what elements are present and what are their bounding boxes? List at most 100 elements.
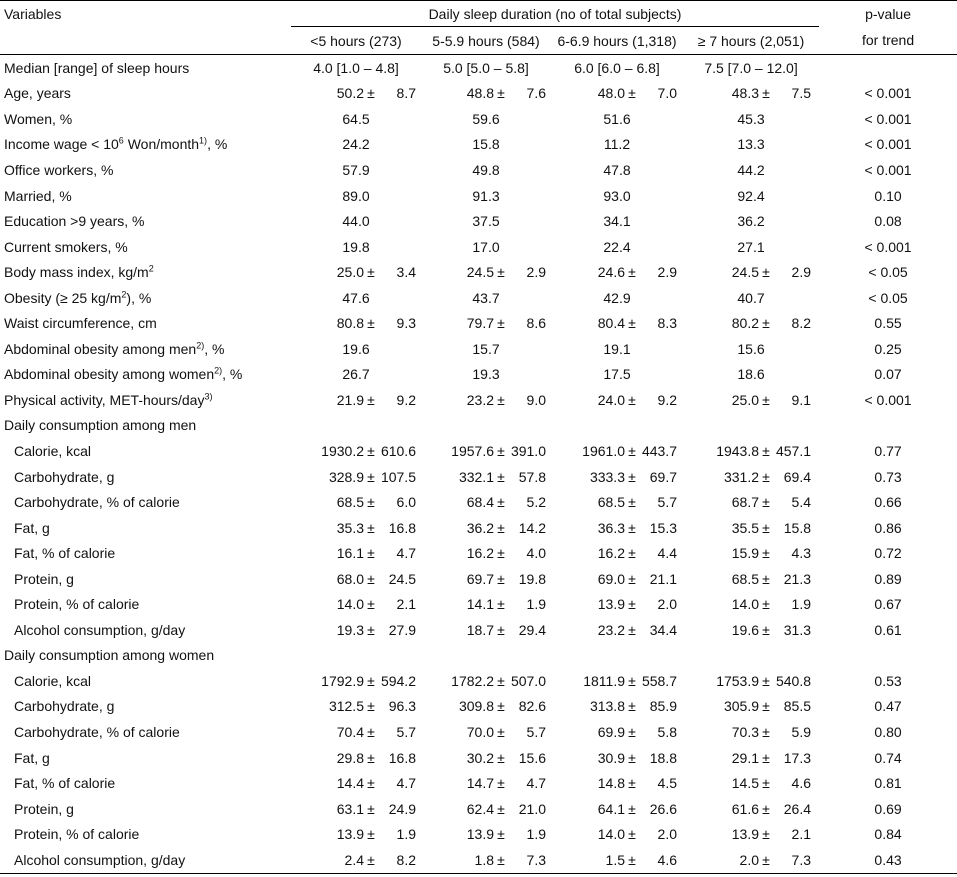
header-group-title: Daily sleep duration (no of total subjec… — [291, 0, 820, 27]
mean-value: 15.9 — [731, 545, 760, 562]
value-cell: 64.1 ±26.6 — [551, 796, 683, 822]
table-row: Alcohol consumption, g/day 2.4 ±8.2 1.8 ±7.3… — [0, 846, 957, 874]
pvalue-cell: < 0.001 — [819, 387, 957, 413]
value-cell: 36.3 ±15.3 — [551, 515, 683, 541]
pvalue-text: 0.89 — [874, 570, 902, 587]
cell-value: 34.1 — [603, 213, 631, 230]
value-cell: 62.4 ±21.0 — [421, 796, 551, 822]
value-cell: 15.7 — [421, 336, 551, 362]
value-cell: 69.0 ±21.1 — [551, 566, 683, 592]
value-cell: 1.8 ±7.3 — [421, 846, 551, 874]
pvalue-cell: 0.25 — [819, 336, 957, 362]
cell-value: 40.7 — [737, 289, 765, 306]
value-cell: 305.9 ±85.5 — [683, 694, 819, 720]
plus-minus: ± — [497, 570, 505, 587]
plus-minus: ± — [628, 519, 636, 536]
sd-value: 8.2 — [791, 315, 812, 332]
row-label: Fat, g — [0, 745, 291, 771]
value-cell: 16.2 ±4.4 — [551, 540, 683, 566]
row-label-text: Calorie, kcal — [14, 442, 92, 459]
mean-value: 1782.2 — [451, 672, 494, 689]
value-cell: 25.0 ±9.1 — [683, 387, 819, 413]
pvalue-text: 0.86 — [874, 519, 902, 536]
plus-minus: ± — [628, 621, 636, 638]
row-label-text: Protein, g — [14, 570, 74, 587]
row-label: Abdominal obesity among women2), % — [0, 362, 291, 388]
value-cell: 1811.9 ±558.7 — [551, 668, 683, 694]
plus-minus: ± — [628, 442, 636, 459]
mean-value: 14.4 — [336, 775, 364, 792]
value-cell: 15.6 — [683, 336, 819, 362]
plus-minus: ± — [762, 596, 770, 613]
pvalue-text: < 0.001 — [864, 238, 912, 255]
pvalue-cell: 0.89 — [819, 566, 957, 592]
sd-value: 2.1 — [791, 826, 812, 843]
row-label-mid: , % — [222, 366, 243, 383]
pvalue-text: 0.77 — [874, 442, 902, 459]
sd-value: 17.3 — [783, 749, 812, 766]
plus-minus: ± — [628, 596, 636, 613]
sd-value: 457.1 — [775, 442, 812, 459]
empty-cell — [819, 643, 957, 669]
sd-value: 8.7 — [396, 85, 416, 102]
value-cell: 63.1 ±24.9 — [291, 796, 421, 822]
sd-value: 9.0 — [526, 391, 546, 408]
value-cell: 24.5 ±2.9 — [421, 259, 551, 285]
row-label: Calorie, kcal — [0, 438, 291, 464]
pvalue-text: < 0.05 — [868, 264, 908, 281]
plus-minus: ± — [628, 391, 636, 408]
value-cell: 16.2 ±4.0 — [421, 540, 551, 566]
pvalue-cell: 0.67 — [819, 591, 957, 617]
value-cell: 14.1 ±1.9 — [421, 591, 551, 617]
plus-minus: ± — [367, 698, 375, 715]
plus-minus: ± — [497, 315, 505, 332]
plus-minus: ± — [762, 519, 770, 536]
row-label-sup2: 1) — [199, 135, 208, 146]
row-label-text: Married, % — [4, 187, 72, 204]
table-row: Physical activity, MET-hours/day3) 21.9 ±9… — [0, 387, 957, 413]
mean-value: 1.8 — [474, 851, 494, 868]
value-cell: 23.2 ±9.0 — [421, 387, 551, 413]
plus-minus: ± — [367, 749, 375, 766]
sd-value: 2.0 — [657, 596, 677, 613]
plus-minus: ± — [497, 775, 505, 792]
plus-minus: ± — [628, 672, 636, 689]
mean-value: 80.4 — [597, 315, 625, 332]
sd-value: 9.3 — [396, 315, 416, 332]
sd-value: 107.5 — [380, 468, 416, 485]
plus-minus: ± — [367, 391, 375, 408]
cell-value: 93.0 — [603, 187, 631, 204]
mean-value: 29.8 — [336, 749, 364, 766]
row-label-sup: 2) — [214, 365, 223, 376]
mean-value: 24.6 — [597, 264, 625, 281]
plus-minus: ± — [628, 85, 636, 102]
sd-value: 16.8 — [388, 749, 416, 766]
row-label-text: Carbohydrate, g — [14, 468, 115, 485]
value-cell: 79.7 ±8.6 — [421, 310, 551, 336]
plus-minus: ± — [762, 723, 770, 740]
plus-minus: ± — [497, 596, 505, 613]
empty-cell — [551, 413, 683, 439]
value-cell: 13.3 — [683, 132, 819, 158]
row-label-text: Protein, % of calorie — [14, 826, 140, 843]
cell-value: 47.6 — [342, 289, 370, 306]
value-cell: 19.3 ±27.9 — [291, 617, 421, 643]
row-label-text: Carbohydrate, g — [14, 698, 115, 715]
row-label: Fat, % of calorie — [0, 770, 291, 796]
plus-minus: ± — [497, 85, 505, 102]
mean-value: 80.8 — [336, 315, 364, 332]
value-cell: 1.5 ±4.6 — [551, 846, 683, 874]
sd-value: 7.5 — [791, 85, 812, 102]
sd-value: 24.9 — [388, 800, 416, 817]
sd-value: 85.5 — [783, 698, 812, 715]
table-row: Carbohydrate, g 312.5 ±96.3 309.8 ±82.6 313.8… — [0, 694, 957, 720]
plus-minus: ± — [367, 519, 375, 536]
mean-value: 14.0 — [336, 596, 364, 613]
mean-value: 70.3 — [731, 723, 760, 740]
cell-value: 26.7 — [342, 366, 370, 383]
sd-value: 8.6 — [526, 315, 546, 332]
mean-value: 25.0 — [731, 391, 760, 408]
empty-cell — [819, 413, 957, 439]
row-label-text: Alcohol consumption, g/day — [14, 621, 186, 638]
sd-value: 9.2 — [396, 391, 416, 408]
